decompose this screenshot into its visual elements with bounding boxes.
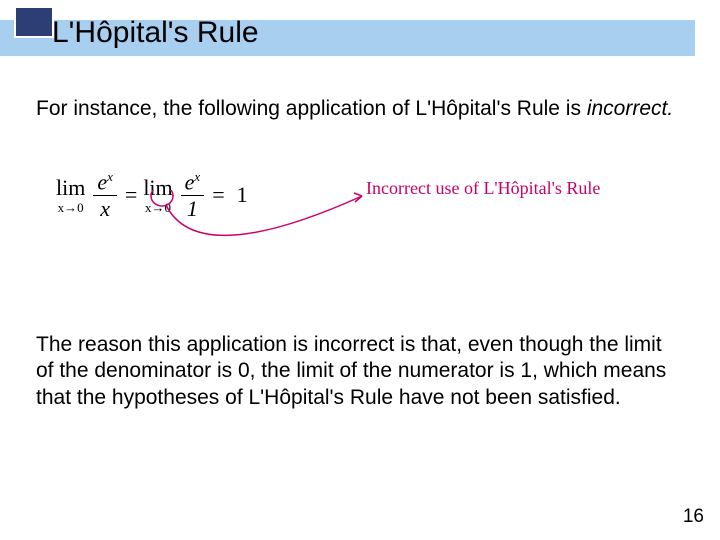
x-sup-2: x: [194, 169, 200, 184]
slide-title-section: L'Hôpital's Rule: [0, 0, 720, 72]
fraction-2: ex 1: [181, 170, 205, 220]
explanation-paragraph: The reason this application is incorrect…: [36, 332, 676, 411]
lim-text: lim: [56, 177, 85, 199]
intro-text: For instance, the following application …: [36, 97, 587, 120]
frac-bot-2: 1: [187, 196, 198, 220]
equation-area: lim x→0 ex x = lim x→0 ex 1 = 1 Incorrec…: [56, 170, 676, 280]
lim-sub: x→0: [58, 201, 84, 214]
e-1: e: [97, 169, 107, 194]
page-number: 16: [683, 506, 704, 528]
result: 1: [237, 182, 248, 208]
x-sup-1: x: [107, 169, 113, 184]
frac-top-1: ex: [93, 170, 117, 196]
equals-1: =: [125, 182, 137, 208]
frac-top-2: ex: [181, 170, 205, 196]
limit-1: lim x→0: [56, 177, 85, 214]
lim-sub-2: x→0: [145, 201, 171, 214]
fraction-1: ex x: [93, 170, 117, 220]
e-2: e: [185, 169, 195, 194]
slide-title: L'Hôpital's Rule: [52, 16, 259, 50]
equals-2: =: [212, 182, 224, 208]
annotation-text: Incorrect use of L'Hôpital's Rule: [366, 178, 600, 199]
intro-emphasis: incorrect.: [587, 97, 673, 120]
title-accent-box: [14, 6, 54, 38]
frac-bot-1: x: [100, 196, 110, 220]
intro-paragraph: For instance, the following application …: [36, 96, 676, 122]
limit-2: lim x→0: [143, 177, 172, 214]
lim-text-2: lim: [143, 177, 172, 199]
